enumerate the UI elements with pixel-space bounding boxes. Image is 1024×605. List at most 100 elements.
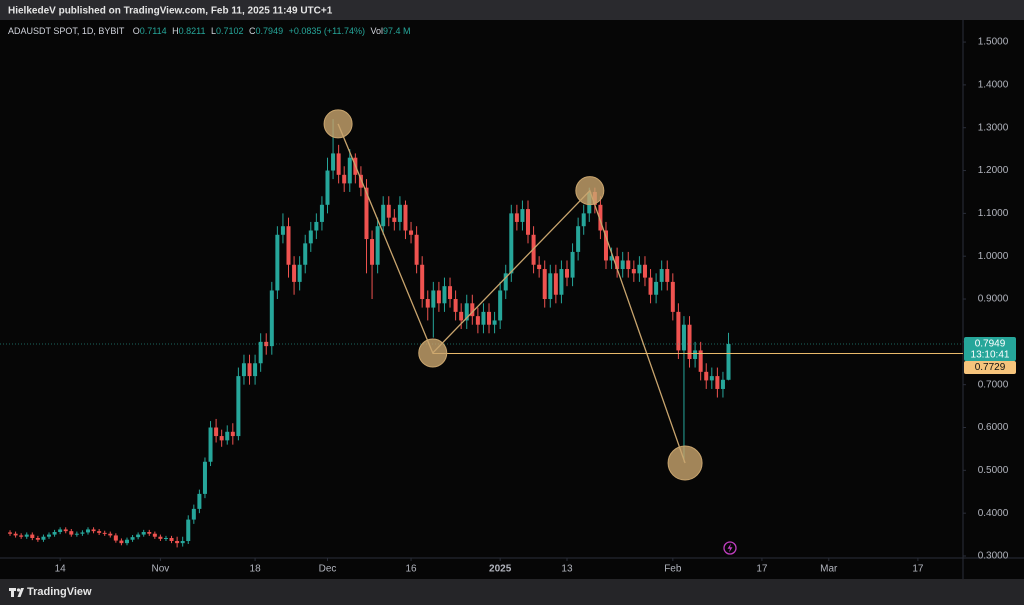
candle-body [459, 311, 464, 321]
candle-body [470, 303, 475, 317]
candle-body [241, 363, 246, 377]
logo-part [17, 588, 24, 597]
pattern-point [418, 338, 448, 368]
candle-body [397, 204, 402, 222]
close-value: 0.7949 [256, 26, 284, 36]
candle-body [152, 533, 157, 537]
candle-body [704, 371, 709, 381]
candle-body [91, 529, 96, 532]
candle-body [715, 376, 720, 389]
y-tick-label: 1.3000 [978, 122, 1009, 133]
candle-body [191, 508, 196, 520]
candle-body [102, 532, 107, 534]
candle-body [403, 204, 408, 231]
candle-body [420, 264, 425, 300]
candle-body [681, 324, 686, 351]
candle-body [219, 436, 224, 441]
candle-body [292, 264, 297, 282]
candle-body [514, 213, 519, 222]
y-tick-label: 0.9000 [978, 294, 1009, 305]
candle-body [475, 316, 480, 325]
symbol-info: ADAUSDT SPOT, 1D, BYBIT O0.7114 H0.8211 … [8, 26, 411, 36]
candle-body [180, 540, 185, 544]
x-tick-label: 2025 [489, 564, 512, 575]
candle-body [698, 350, 703, 372]
candle-body [74, 533, 79, 535]
candle-body [314, 221, 319, 231]
candle-body [370, 239, 375, 265]
candle-body [375, 226, 380, 265]
brand: TradingView [27, 586, 92, 598]
candle-body [275, 234, 280, 291]
x-tick-label: Dec [319, 564, 337, 575]
candle-body [464, 303, 469, 321]
candle-body [297, 264, 302, 282]
candle-body [576, 226, 581, 252]
open-value: 0.7114 [140, 26, 167, 36]
candle-body [720, 379, 725, 389]
candle-body [308, 230, 313, 244]
pattern-line [337, 123, 686, 464]
low-value: 0.7102 [216, 26, 244, 36]
y-tick-label: 0.7000 [978, 379, 1009, 390]
countdown: 13:10:41 [971, 350, 1010, 361]
change: +0.0835 (+11.74%) [289, 26, 365, 36]
candle-body [481, 311, 486, 325]
pattern-point [323, 109, 353, 139]
candle-body [280, 226, 285, 235]
candle-body [52, 532, 57, 535]
candle-body [24, 534, 29, 537]
x-tick-label: 13 [561, 564, 573, 575]
y-tick-label: 0.5000 [978, 465, 1009, 476]
candle-body [230, 431, 235, 437]
candle-body [286, 226, 291, 265]
candle-body [654, 281, 659, 295]
candle-body [236, 376, 241, 437]
candle-body [253, 363, 258, 377]
candle-body [336, 153, 341, 175]
candle-body [119, 540, 124, 544]
last-price-label: 0.7949 [975, 339, 1006, 350]
candle-body [364, 187, 369, 240]
candle-body [603, 230, 608, 261]
header-bar [0, 0, 1024, 20]
y-tick-label: 0.6000 [978, 422, 1009, 433]
ohlc-letter: H [172, 26, 179, 36]
pattern-point [575, 176, 605, 206]
x-tick-label: 14 [55, 564, 67, 575]
candle-body [303, 243, 308, 265]
candle-body [436, 290, 441, 304]
candle-body [124, 539, 129, 544]
candle-body [358, 174, 363, 188]
y-tick-label: 0.3000 [978, 551, 1009, 562]
candle-body [47, 534, 52, 537]
candle-body [503, 273, 508, 291]
candle-body [531, 234, 536, 265]
candle-body [620, 260, 625, 270]
candle-body [214, 427, 219, 437]
candle-body [648, 277, 653, 295]
y-tick-label: 1.5000 [978, 37, 1009, 48]
candle-body [319, 204, 324, 222]
candle-body [570, 251, 575, 278]
last-price-box [964, 337, 1016, 362]
candle-body [386, 204, 391, 218]
candle-body [487, 311, 492, 325]
candle-body [687, 324, 692, 359]
candle-body [8, 532, 13, 534]
candle-body [30, 534, 35, 538]
candle-body [425, 299, 430, 308]
candle-body [626, 260, 631, 270]
candle-body [342, 174, 347, 184]
candle-body [642, 264, 647, 278]
candle-body [97, 531, 102, 533]
candle-body [414, 234, 419, 265]
candle-body [631, 269, 636, 274]
candle-body [347, 157, 352, 184]
candle-body [598, 204, 603, 231]
symbol: ADAUSDT SPOT, 1D, BYBIT [8, 26, 125, 36]
candle-body [670, 281, 675, 312]
candle-body [169, 537, 174, 541]
x-tick-label: Nov [152, 564, 170, 575]
candle-body [548, 273, 553, 300]
